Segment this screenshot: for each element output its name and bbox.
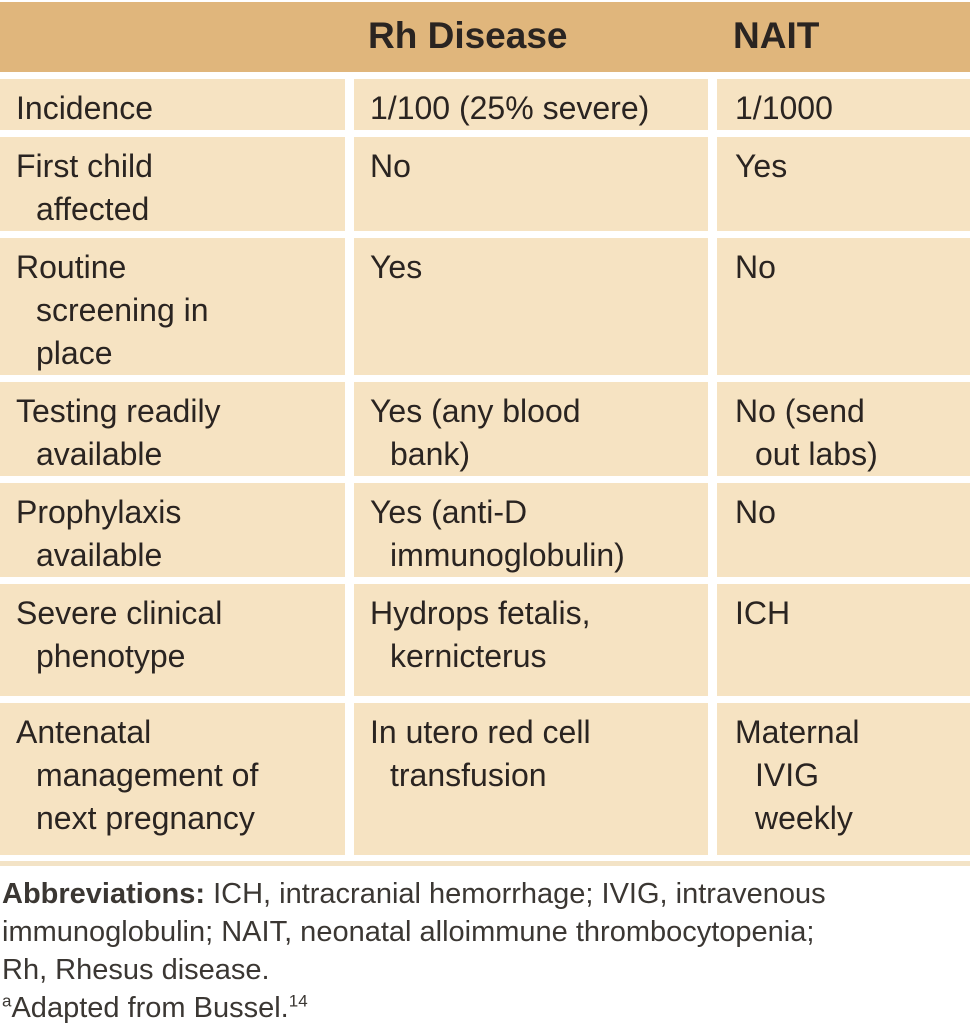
rh-disease-value-cell: Yes (anti-D immunoglobulin) bbox=[354, 483, 708, 577]
table-row: Routine screening in place Yes No bbox=[0, 238, 970, 375]
nait-value-cell: ICH bbox=[717, 584, 970, 696]
cell-text: No (send out labs) bbox=[735, 393, 878, 472]
cell-text: No bbox=[735, 494, 776, 530]
row-label-cell: Routine screening in place bbox=[0, 238, 345, 375]
cell-text: No bbox=[370, 148, 411, 184]
cell-text: Routine screening in place bbox=[16, 249, 209, 371]
cell-text: No bbox=[735, 249, 776, 285]
rh-disease-value-cell: Hydrops fetalis, kernicterus bbox=[354, 584, 708, 696]
column-header-nait: NAIT bbox=[733, 15, 820, 56]
cell-text: Antenatal management of next pregnancy bbox=[16, 714, 259, 836]
table-row: Testing readily available Yes (any blood… bbox=[0, 382, 970, 476]
nait-value-cell: Maternal IVIG weekly bbox=[717, 703, 970, 855]
table-row: Antenatal management of next pregnancy I… bbox=[0, 703, 970, 855]
nait-value-cell: No bbox=[717, 238, 970, 375]
cell-text: Maternal IVIG weekly bbox=[735, 714, 860, 836]
source-note: aAdapted from Bussel.14 bbox=[2, 989, 976, 1027]
rh-disease-value-cell: In utero red cell transfusion bbox=[354, 703, 708, 855]
row-label-cell: First child affected bbox=[0, 137, 345, 231]
comparison-table: Rh Disease NAIT Incidence 1/100 (25% sev… bbox=[0, 2, 970, 855]
row-label-cell: Prophylaxis available bbox=[0, 483, 345, 577]
table-row: Incidence 1/100 (25% severe) 1/1000 bbox=[0, 79, 970, 130]
row-label-cell: Testing readily available bbox=[0, 382, 345, 476]
cell-text: 1/100 (25% severe) bbox=[370, 90, 650, 126]
abbreviations-label: Abbreviations: bbox=[2, 878, 206, 910]
row-label-cell: Incidence bbox=[0, 79, 345, 130]
table-row: Severe clinical phenotype Hydrops fetali… bbox=[0, 584, 970, 696]
cell-text: Yes (anti-D immunoglobulin) bbox=[370, 494, 625, 573]
table-body: Incidence 1/100 (25% severe) 1/1000 Firs… bbox=[0, 79, 970, 855]
rh-disease-value-cell: 1/100 (25% severe) bbox=[354, 79, 708, 130]
cell-text: Yes bbox=[370, 249, 423, 285]
row-label-cell: Severe clinical phenotype bbox=[0, 584, 345, 696]
table-row: First child affected No Yes bbox=[0, 137, 970, 231]
cell-text: Severe clinical phenotype bbox=[16, 595, 223, 674]
table-bottom-rule bbox=[0, 861, 970, 866]
table-row: Prophylaxis available Yes (anti-D immuno… bbox=[0, 483, 970, 577]
nait-value-cell: No (send out labs) bbox=[717, 382, 970, 476]
nait-value-cell: Yes bbox=[717, 137, 970, 231]
cell-text: Yes bbox=[735, 148, 788, 184]
column-header-rh-disease: Rh Disease bbox=[368, 15, 568, 56]
cell-text: In utero red cell transfusion bbox=[370, 714, 591, 793]
footnotes: Abbreviations: ICH, intracranial hemorrh… bbox=[2, 875, 976, 1027]
source-text: Adapted from Bussel. bbox=[11, 992, 289, 1024]
nait-value-cell: 1/1000 bbox=[717, 79, 970, 130]
cell-text: Hydrops fetalis, kernicterus bbox=[370, 595, 591, 674]
source-footnote-marker: a bbox=[2, 991, 12, 1011]
rh-disease-value-cell: Yes bbox=[354, 238, 708, 375]
cell-text: Incidence bbox=[16, 90, 153, 126]
nait-value-cell: No bbox=[717, 483, 970, 577]
source-reference-number: 14 bbox=[288, 991, 308, 1011]
abbreviations-note: Abbreviations: ICH, intracranial hemorrh… bbox=[2, 875, 842, 989]
rh-disease-value-cell: Yes (any blood bank) bbox=[354, 382, 708, 476]
cell-text: Yes (any blood bank) bbox=[370, 393, 581, 472]
table-header-row: Rh Disease NAIT bbox=[0, 2, 970, 72]
abbreviations-text: ICH, intracranial hemorrhage; IVIG, intr… bbox=[2, 878, 826, 986]
cell-text: Testing readily available bbox=[16, 393, 221, 472]
cell-text: 1/1000 bbox=[735, 90, 833, 126]
cell-text: Prophylaxis available bbox=[16, 494, 182, 573]
rh-disease-value-cell: No bbox=[354, 137, 708, 231]
row-label-cell: Antenatal management of next pregnancy bbox=[0, 703, 345, 855]
cell-text: ICH bbox=[735, 595, 791, 631]
cell-text: First child affected bbox=[16, 148, 153, 227]
